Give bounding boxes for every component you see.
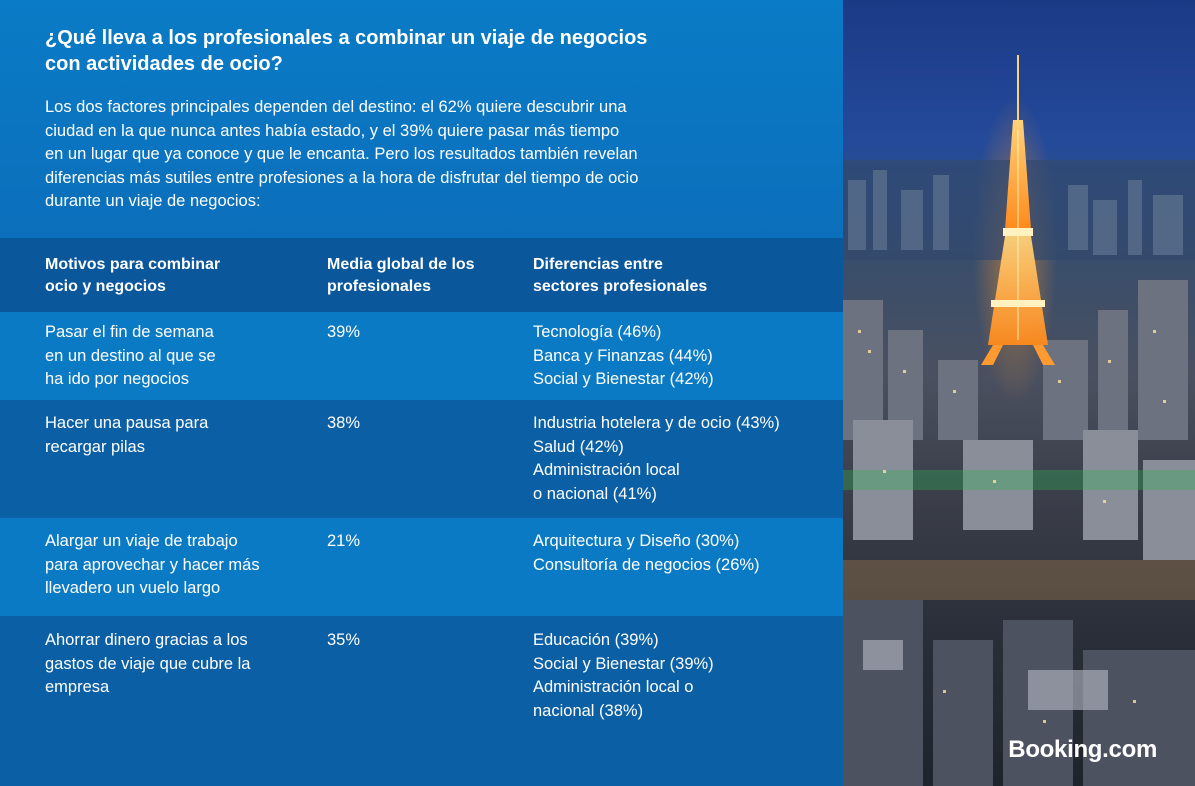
row-motive: Hacer una pausa para recargar pilas — [45, 414, 209, 456]
row-average: 35% — [327, 631, 361, 649]
header-motives: Motivos para combinar ocio y negocios — [45, 256, 221, 295]
table-row: Pasar el fin de semana en un destino al … — [0, 312, 843, 400]
text-panel: ¿Qué lleva a los profesionales a combina… — [0, 0, 843, 786]
table-row: Ahorrar dinero gracias a los gastos de v… — [0, 616, 843, 786]
row-average: 21% — [327, 532, 361, 550]
row-average: 39% — [327, 323, 361, 341]
booking-logo: Booking.com — [1008, 736, 1157, 763]
row-motive: Ahorrar dinero gracias a los gastos de v… — [45, 631, 251, 696]
tokyo-tower-photo: Booking.com — [843, 0, 1195, 786]
intro-paragraph: Los dos factores principales dependen de… — [45, 98, 639, 210]
row-differences: Arquitectura y Diseño (30%) Consultoría … — [533, 532, 760, 574]
row-differences: Educación (39%) Social y Bienestar (39%)… — [533, 631, 714, 720]
tower-shape — [981, 55, 1055, 365]
row-differences: Tecnología (46%) Banca y Finanzas (44%) … — [533, 323, 714, 388]
city-skyline-illustration — [843, 55, 1195, 786]
table-header: Motivos para combinar ocio y negocios Me… — [0, 238, 843, 312]
row-average: 38% — [327, 414, 361, 432]
table-row: Alargar un viaje de trabajo para aprovec… — [0, 518, 843, 616]
row-motive: Alargar un viaje de trabajo para aprovec… — [45, 532, 260, 597]
header-differences: Diferencias entre sectores profesionales — [533, 256, 708, 295]
page-title: ¿Qué lleva a los profesionales a combina… — [45, 27, 648, 75]
header-average: Media global de los profesionales — [327, 256, 475, 295]
row-differences: Industria hotelera y de ocio (43%) Salud… — [533, 414, 780, 503]
table-row: Hacer una pausa para recargar pilas 38% … — [0, 400, 843, 518]
row-motive: Pasar el fin de semana en un destino al … — [45, 323, 216, 388]
